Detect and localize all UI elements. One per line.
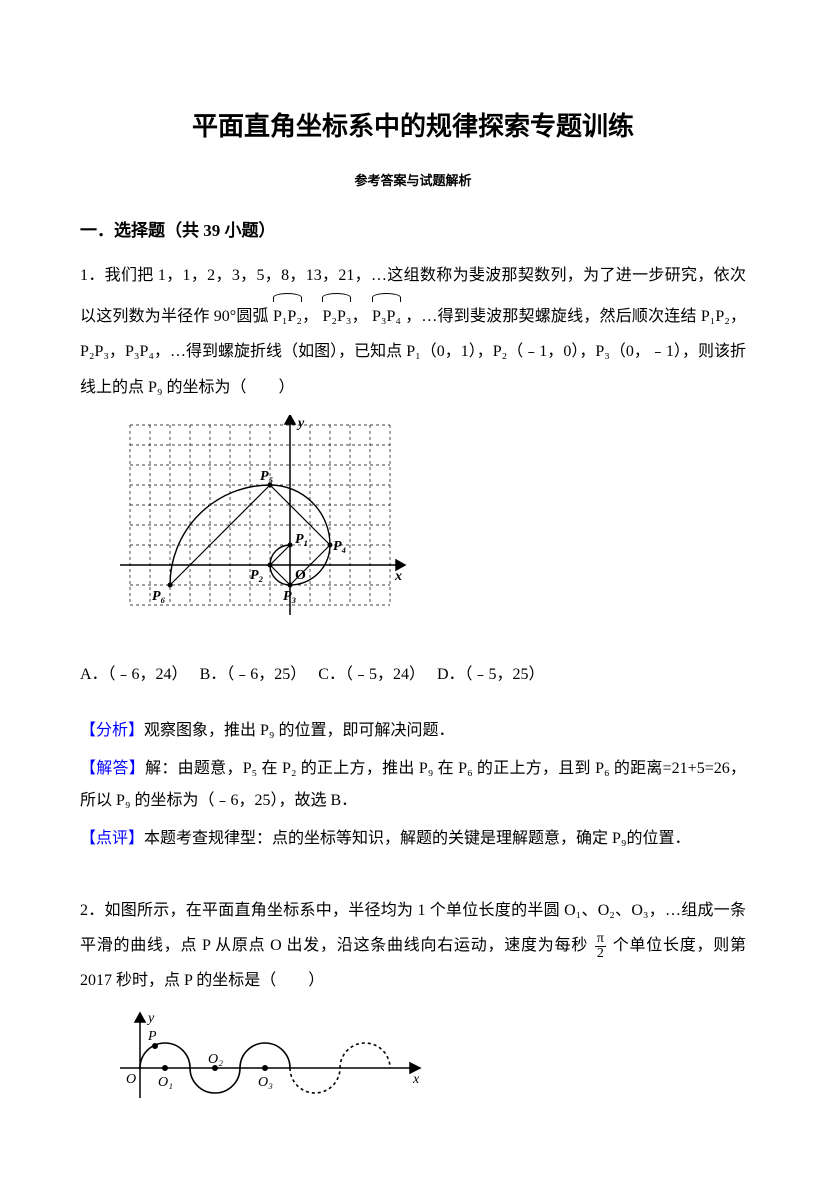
svg-text:O₁: O₁ — [158, 1075, 173, 1090]
q1-figure: P₁ P₂ P₃ P₄ P₅ P₆ x y O — [120, 415, 746, 647]
arc-p2p3: P₂P₃ — [322, 293, 351, 334]
q1-option-c: C．（﹣5，24） — [318, 666, 417, 683]
svg-text:P₁: P₁ — [295, 532, 308, 547]
page-subtitle: 参考答案与试题解析 — [80, 168, 746, 194]
svg-text:y: y — [146, 1011, 155, 1026]
svg-text:y: y — [296, 416, 305, 431]
svg-text:P: P — [147, 1029, 157, 1044]
q2-figure: P O O₁ O₂ O₃ x y — [120, 1008, 746, 1115]
arc-p3p4: P₃P₄ — [372, 293, 401, 334]
svg-text:x: x — [412, 1072, 420, 1087]
comment-label: 【点评】 — [80, 830, 144, 847]
q1-option-a: A．（﹣6，24） — [80, 666, 180, 683]
arc-p1p2: P₁P₂ — [273, 293, 302, 334]
svg-text:P₆: P₆ — [152, 589, 166, 604]
svg-text:P₄: P₄ — [333, 539, 347, 554]
svg-text:P₃: P₃ — [283, 589, 297, 604]
question-2: 2．如图所示，在平面直角坐标系中，半径均为 1 个单位长度的半圆 O₁、O₂、O… — [80, 893, 746, 999]
fraction-pi-over-2: π2 — [595, 932, 606, 961]
answer-label: 【解答】 — [80, 760, 145, 777]
comment-text: 本题考查规律型：点的坐标等知识，解题的关键是理解题意，确定 P₉的位置． — [144, 830, 690, 847]
svg-text:O₃: O₃ — [258, 1075, 273, 1090]
svg-text:O: O — [126, 1072, 136, 1087]
analysis-label: 【分析】 — [80, 722, 144, 739]
question-1: 1．我们把 1，1，2，3，5，8，13，21，…这组数称为斐波那契数列，为了进… — [80, 258, 746, 405]
svg-text:x: x — [394, 569, 402, 584]
analysis-text: 观察图象，推出 P₉ 的位置，即可解决问题． — [144, 722, 454, 739]
q1-option-b: B．（﹣6，25） — [200, 666, 299, 683]
svg-text:P₂: P₂ — [250, 568, 264, 583]
q1-analysis-block: 【分析】观察图象，推出 P₉ 的位置，即可解决问题． 【解答】解：由题意，P₅ … — [80, 715, 746, 855]
svg-text:P₅: P₅ — [260, 469, 274, 484]
page-title: 平面直角坐标系中的规律探索专题训练 — [80, 100, 746, 152]
q1-options: A．（﹣6，24） B．（﹣6，25） C．（﹣5，24） D．（﹣5，25） — [80, 659, 746, 691]
svg-text:O: O — [295, 568, 306, 583]
answer-text: 解：由题意，P₅ 在 P₂ 的正上方，推出 P₉ 在 P₆ 的正上方，且到 P₆… — [80, 760, 746, 809]
section-heading: 一．选择题（共 39 小题） — [80, 214, 746, 248]
q1-option-d: D．（﹣5，25） — [437, 666, 545, 683]
svg-text:O₂: O₂ — [208, 1052, 223, 1067]
